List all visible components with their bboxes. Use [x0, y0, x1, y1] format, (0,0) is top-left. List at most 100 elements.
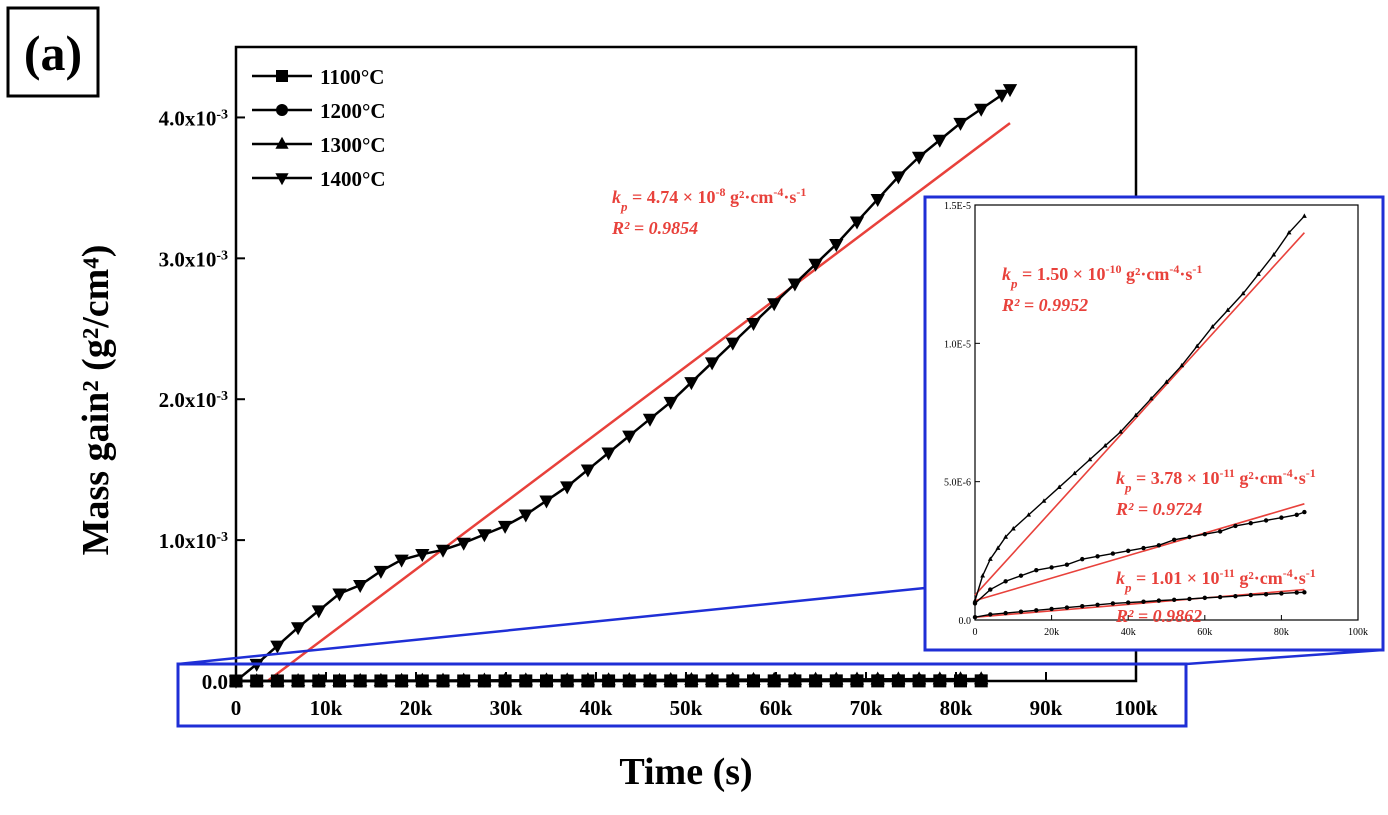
data-point — [312, 605, 326, 618]
inset-y-tick-label: 1.0E-5 — [944, 339, 971, 350]
data-point — [437, 674, 450, 687]
y-axis-title: Mass gain² (g²/cm⁴) — [75, 245, 117, 556]
data-point — [664, 397, 678, 410]
inset-data-point — [1249, 521, 1253, 525]
inset-data-point — [1187, 597, 1191, 601]
data-point — [851, 674, 864, 687]
data-point — [768, 674, 781, 687]
inset-x-tick-label: 40k — [1121, 627, 1136, 638]
inset-data-point — [1049, 607, 1053, 611]
data-point — [561, 674, 574, 687]
inset-data-point — [1126, 549, 1130, 553]
inset-data-point — [1233, 594, 1237, 598]
inset-data-point — [1302, 510, 1306, 514]
data-point — [664, 674, 677, 687]
inset-data-point — [1049, 565, 1053, 569]
x-tick-label: 50k — [670, 696, 703, 720]
inset-data-point — [1203, 532, 1207, 536]
x-tick-label: 40k — [580, 696, 613, 720]
inset-data-point — [1295, 513, 1299, 517]
data-point — [622, 431, 636, 444]
inset-data-point — [1034, 568, 1038, 572]
inset-data-point — [988, 612, 992, 616]
legend-label: 1100°C — [320, 65, 384, 89]
data-point — [271, 674, 284, 687]
data-point — [354, 674, 367, 687]
x-tick-label: 70k — [850, 696, 883, 720]
data-point — [747, 674, 760, 687]
y-tick-label: 1.0x10-3 — [159, 529, 228, 553]
zoom-connector-right — [1186, 650, 1383, 664]
inset-data-point — [1111, 551, 1115, 555]
data-point — [644, 674, 657, 687]
data-point — [975, 674, 988, 687]
data-point — [560, 481, 574, 494]
x-tick-label: 60k — [760, 696, 793, 720]
data-point — [416, 674, 429, 687]
legend-marker — [276, 104, 288, 116]
data-point — [706, 674, 719, 687]
inset-x-tick-label: 20k — [1044, 627, 1059, 638]
y-axis: 0.01.0x10-32.0x10-33.0x10-34.0x10-3 — [159, 106, 245, 694]
y-tick-label: 3.0x10-3 — [159, 247, 228, 271]
inset-data-point — [973, 601, 977, 605]
data-point — [374, 566, 388, 579]
data-point — [974, 104, 988, 117]
data-point — [809, 674, 822, 687]
x-tick-label: 100k — [1114, 696, 1158, 720]
data-point — [519, 674, 532, 687]
data-point — [581, 464, 595, 477]
inset-data-point — [973, 615, 977, 619]
kp-annotation: kp = 4.74 × 10-8 g²·cm-4·s-1 — [612, 185, 806, 214]
y-tick-label: 2.0x10-3 — [159, 388, 228, 412]
inset-data-point — [1279, 591, 1283, 595]
data-point — [540, 674, 553, 687]
data-point — [933, 674, 946, 687]
data-point — [394, 555, 408, 568]
inset-x-tick-label: 0 — [973, 627, 978, 638]
x-tick-label: 30k — [490, 696, 523, 720]
data-point — [539, 495, 553, 508]
inset-data-point — [1218, 595, 1222, 599]
data-point — [332, 588, 346, 601]
data-point — [581, 674, 594, 687]
x-tick-label: 10k — [310, 696, 343, 720]
inset-data-point — [1080, 604, 1084, 608]
legend-label: 1200°C — [320, 99, 386, 123]
x-tick-label: 80k — [940, 696, 973, 720]
data-point — [519, 510, 533, 523]
inset-data-point — [1295, 590, 1299, 594]
inset-data-point — [1264, 592, 1268, 596]
inset-data-point — [1095, 554, 1099, 558]
data-point — [230, 675, 243, 688]
inset-data-point — [988, 587, 992, 591]
inset-data-point — [1157, 543, 1161, 547]
data-point — [871, 674, 884, 687]
inset-data-point — [1233, 524, 1237, 528]
data-point — [892, 674, 905, 687]
y-tick-label: 4.0x10-3 — [159, 106, 228, 130]
data-point — [995, 90, 1009, 103]
inset-data-point — [1187, 535, 1191, 539]
inset-data-point — [1279, 515, 1283, 519]
data-point — [478, 674, 491, 687]
data-point — [250, 674, 263, 687]
inset-data-point — [1095, 603, 1099, 607]
inset-y-tick-label: 0.0 — [959, 616, 972, 627]
data-point — [623, 674, 636, 687]
x-tick-label: 0 — [231, 696, 242, 720]
inset-data-point — [1172, 538, 1176, 542]
inset-data-point — [1080, 557, 1084, 561]
inset-data-point — [1003, 579, 1007, 583]
x-axis-title: Time (s) — [619, 751, 752, 793]
data-point — [374, 674, 387, 687]
inset-data-point — [1218, 529, 1222, 533]
data-point — [333, 674, 346, 687]
inset-data-point — [1003, 611, 1007, 615]
data-point — [685, 674, 698, 687]
inset-data-point — [1203, 596, 1207, 600]
legend-label: 1400°C — [320, 167, 386, 191]
